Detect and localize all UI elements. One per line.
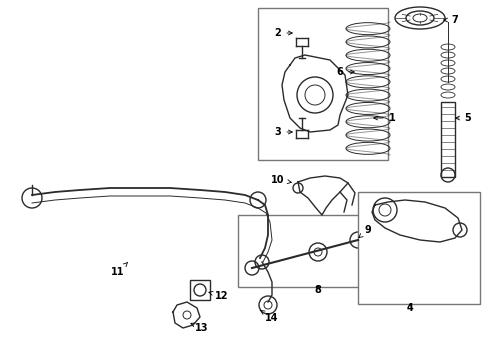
Bar: [441, 102, 455, 177]
Text: 1: 1: [374, 113, 395, 123]
Text: 6: 6: [337, 67, 354, 77]
Text: 3: 3: [274, 127, 293, 137]
Bar: [358, 192, 480, 304]
Text: 12: 12: [209, 291, 229, 301]
Text: 13: 13: [191, 323, 209, 333]
Text: 14: 14: [260, 310, 279, 323]
Bar: [190, 280, 210, 300]
Text: 5: 5: [456, 113, 471, 123]
Text: 2: 2: [274, 28, 293, 38]
Text: 8: 8: [315, 285, 321, 295]
Text: 7: 7: [444, 15, 458, 25]
Text: 4: 4: [407, 303, 414, 313]
Text: 9: 9: [359, 225, 371, 238]
Text: 11: 11: [111, 262, 128, 277]
Bar: [238, 215, 370, 287]
Bar: [258, 8, 388, 160]
Text: 10: 10: [271, 175, 292, 185]
